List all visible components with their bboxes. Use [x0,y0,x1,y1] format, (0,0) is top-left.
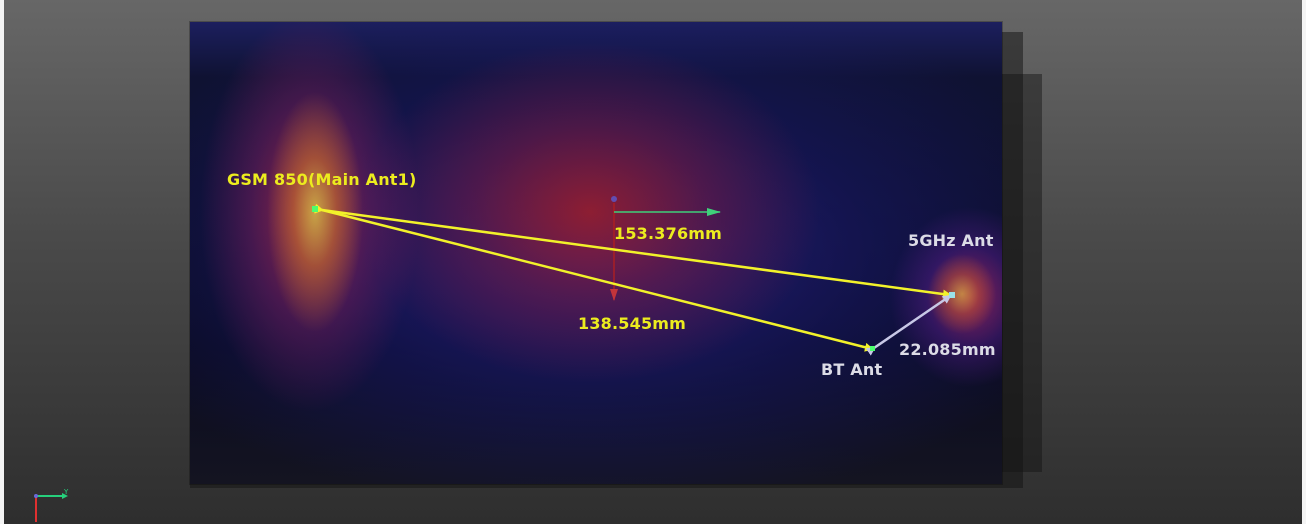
xyz-triad-icon: Y [34,488,69,522]
bt-antenna-label: BT Ant [821,360,883,379]
distance-label-bt-5ghz: 22.085mm [899,340,996,359]
distance-label-gsm-bt: 138.545mm [578,314,687,333]
measurement-overlay [312,196,955,356]
gsm-antenna-label: GSM 850(Main Ant1) [227,170,417,189]
measure-line-gsm-bt [314,203,874,352]
svg-text:Y: Y [63,488,69,496]
5ghz-antenna-marker [949,292,955,298]
measure-line-gsm-5ghz [314,204,952,299]
distance-label-gsm-5ghz: 153.376mm [614,224,723,243]
measure-line-bt-5ghz [865,294,952,356]
bt-antenna-marker [870,346,875,351]
gsm-antenna-marker [312,206,318,212]
5ghz-antenna-label: 5GHz Ant [908,231,994,250]
origin-gizmo [610,196,721,301]
